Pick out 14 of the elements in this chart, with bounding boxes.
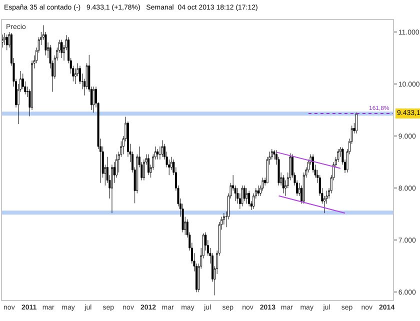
- candlestick: [241, 185, 244, 207]
- candlestick: [257, 185, 260, 196]
- candlestick: [148, 154, 150, 176]
- candlestick: [248, 190, 250, 207]
- candlestick: [156, 148, 159, 160]
- candlestick: [60, 40, 63, 58]
- candlestick: [6, 34, 8, 50]
- candlestick: [161, 140, 164, 158]
- candlestick: [92, 86, 95, 113]
- candlestick: [355, 112, 358, 134]
- candlestick: [110, 164, 113, 214]
- candlestick: [246, 188, 248, 204]
- candlestick: [337, 148, 340, 162]
- candlestick: [282, 174, 284, 194]
